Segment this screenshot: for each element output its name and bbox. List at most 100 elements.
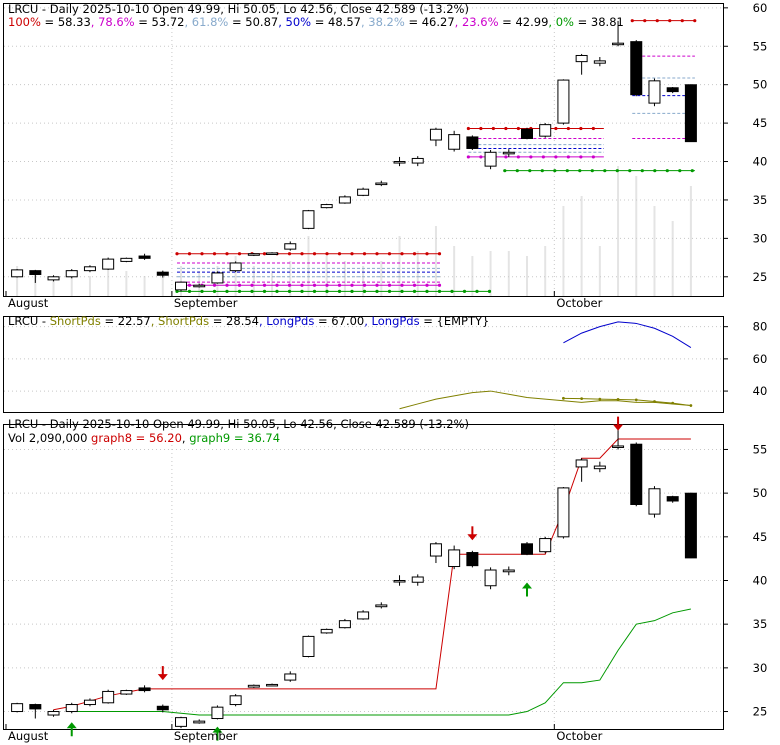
oscillator-legend-label: , LongPds [259, 314, 314, 328]
candle-body [138, 255, 151, 259]
candle-body [11, 703, 24, 713]
fib-dot [212, 283, 217, 287]
fib-dot [590, 169, 594, 173]
candle-body [247, 253, 260, 256]
candle-body [175, 281, 187, 291]
fib-dot [487, 289, 492, 293]
fib-dot [250, 283, 254, 287]
fib-dot [503, 169, 507, 173]
fib-dot [466, 155, 470, 159]
y-tick-label: 80 [753, 320, 768, 334]
fib-dot [615, 169, 619, 173]
oscillator-legend-value: = 28.54 [209, 314, 259, 328]
fib-dot [300, 252, 304, 256]
fib-dot [628, 169, 632, 173]
fib-dot [300, 289, 304, 293]
long-period-line [563, 321, 692, 349]
fib-dot [529, 155, 533, 159]
fib-dot [437, 252, 442, 256]
y-tick-label: 50 [753, 78, 768, 92]
short-period-line [399, 390, 691, 410]
fib-dot [262, 289, 267, 293]
candle-body [65, 704, 78, 713]
oscillator-panel: 40 60 80 LRCU - ShortPds = 22.57, ShortPds… [3, 314, 768, 413]
fib-dot [425, 252, 429, 256]
fib-legend-label: 100% [8, 15, 41, 29]
candle-body [575, 459, 588, 468]
fib-legend-value: = 42.99 [499, 15, 549, 29]
candle-body [175, 717, 187, 727]
fib-dot [375, 289, 379, 293]
y-tick-label: 45 [753, 530, 768, 544]
y-tick-label: 40 [753, 155, 768, 169]
fib-dot [643, 19, 647, 23]
candle-body [666, 496, 679, 502]
fib-dot [312, 252, 317, 256]
fib-dot [603, 169, 607, 173]
candle-body [502, 569, 515, 573]
fib-dot [528, 169, 532, 173]
candle-body [612, 445, 625, 448]
y-tick-label: 55 [753, 39, 768, 53]
short-period-dot [598, 397, 602, 401]
candle-body [521, 543, 533, 555]
candle-body [47, 276, 60, 281]
candle-body [502, 151, 515, 155]
signal-candles [11, 420, 697, 729]
graph9-line [71, 608, 691, 716]
fib-dot [591, 155, 595, 159]
fib-dot [565, 169, 569, 173]
candle-body [211, 272, 224, 284]
fib-dot [680, 19, 684, 23]
candle-body [284, 243, 297, 250]
fib-dot [515, 169, 519, 173]
y-tick-label: 35 [753, 617, 768, 631]
candle-body [320, 204, 333, 209]
candle-body [666, 87, 679, 93]
candle-body [138, 687, 151, 692]
fib-dot [479, 155, 483, 159]
candle-body [120, 257, 133, 262]
fib-dot [504, 155, 508, 159]
fib-legend-value: = 46.27 [405, 15, 455, 29]
candle-body [193, 720, 206, 724]
oscillator-legend-value: = 67.00 [314, 314, 364, 328]
fib-legend-value: = 50.87 [228, 15, 278, 29]
y-tick-label: 25 [753, 705, 768, 719]
candle-body [429, 128, 442, 141]
candle-body [630, 41, 643, 96]
fib-dot [262, 252, 267, 256]
oscillator-legend-value: = {EMPTY} [420, 314, 490, 328]
candle-body [11, 269, 24, 278]
x-tick-label: October [556, 296, 602, 310]
short-period-dot [562, 396, 565, 400]
y-tick-label: 40 [753, 384, 768, 398]
fib-legend-label: , 78.6% [91, 15, 135, 29]
fib-dot [275, 283, 279, 287]
fib-legend-label: , 61.8% [184, 15, 228, 29]
candle-body [247, 684, 260, 688]
fib-dot [287, 289, 292, 293]
fib-legend-label: , 50% [278, 15, 311, 29]
candle-body [302, 210, 315, 229]
fib-dot [591, 126, 595, 131]
candle-body [648, 80, 661, 104]
x-tick-label: August [8, 729, 49, 743]
fib-legend-value: = 48.57 [311, 15, 361, 29]
fib-dot [237, 289, 242, 293]
fib-legend-value: = 58.33 [41, 15, 91, 29]
short-period-dot [634, 398, 638, 402]
candle-body [102, 690, 115, 704]
fib-dot [693, 19, 697, 23]
fib-dot [400, 283, 404, 287]
candle-body [393, 579, 406, 583]
candle-body [648, 488, 661, 515]
fib-dot [655, 19, 659, 23]
fib-dot [678, 169, 682, 173]
candle-body [266, 683, 279, 687]
signal-arrows [66, 416, 624, 741]
fib-dot [475, 289, 479, 293]
signal-gridlines [4, 425, 723, 729]
fib-dot [466, 126, 470, 131]
